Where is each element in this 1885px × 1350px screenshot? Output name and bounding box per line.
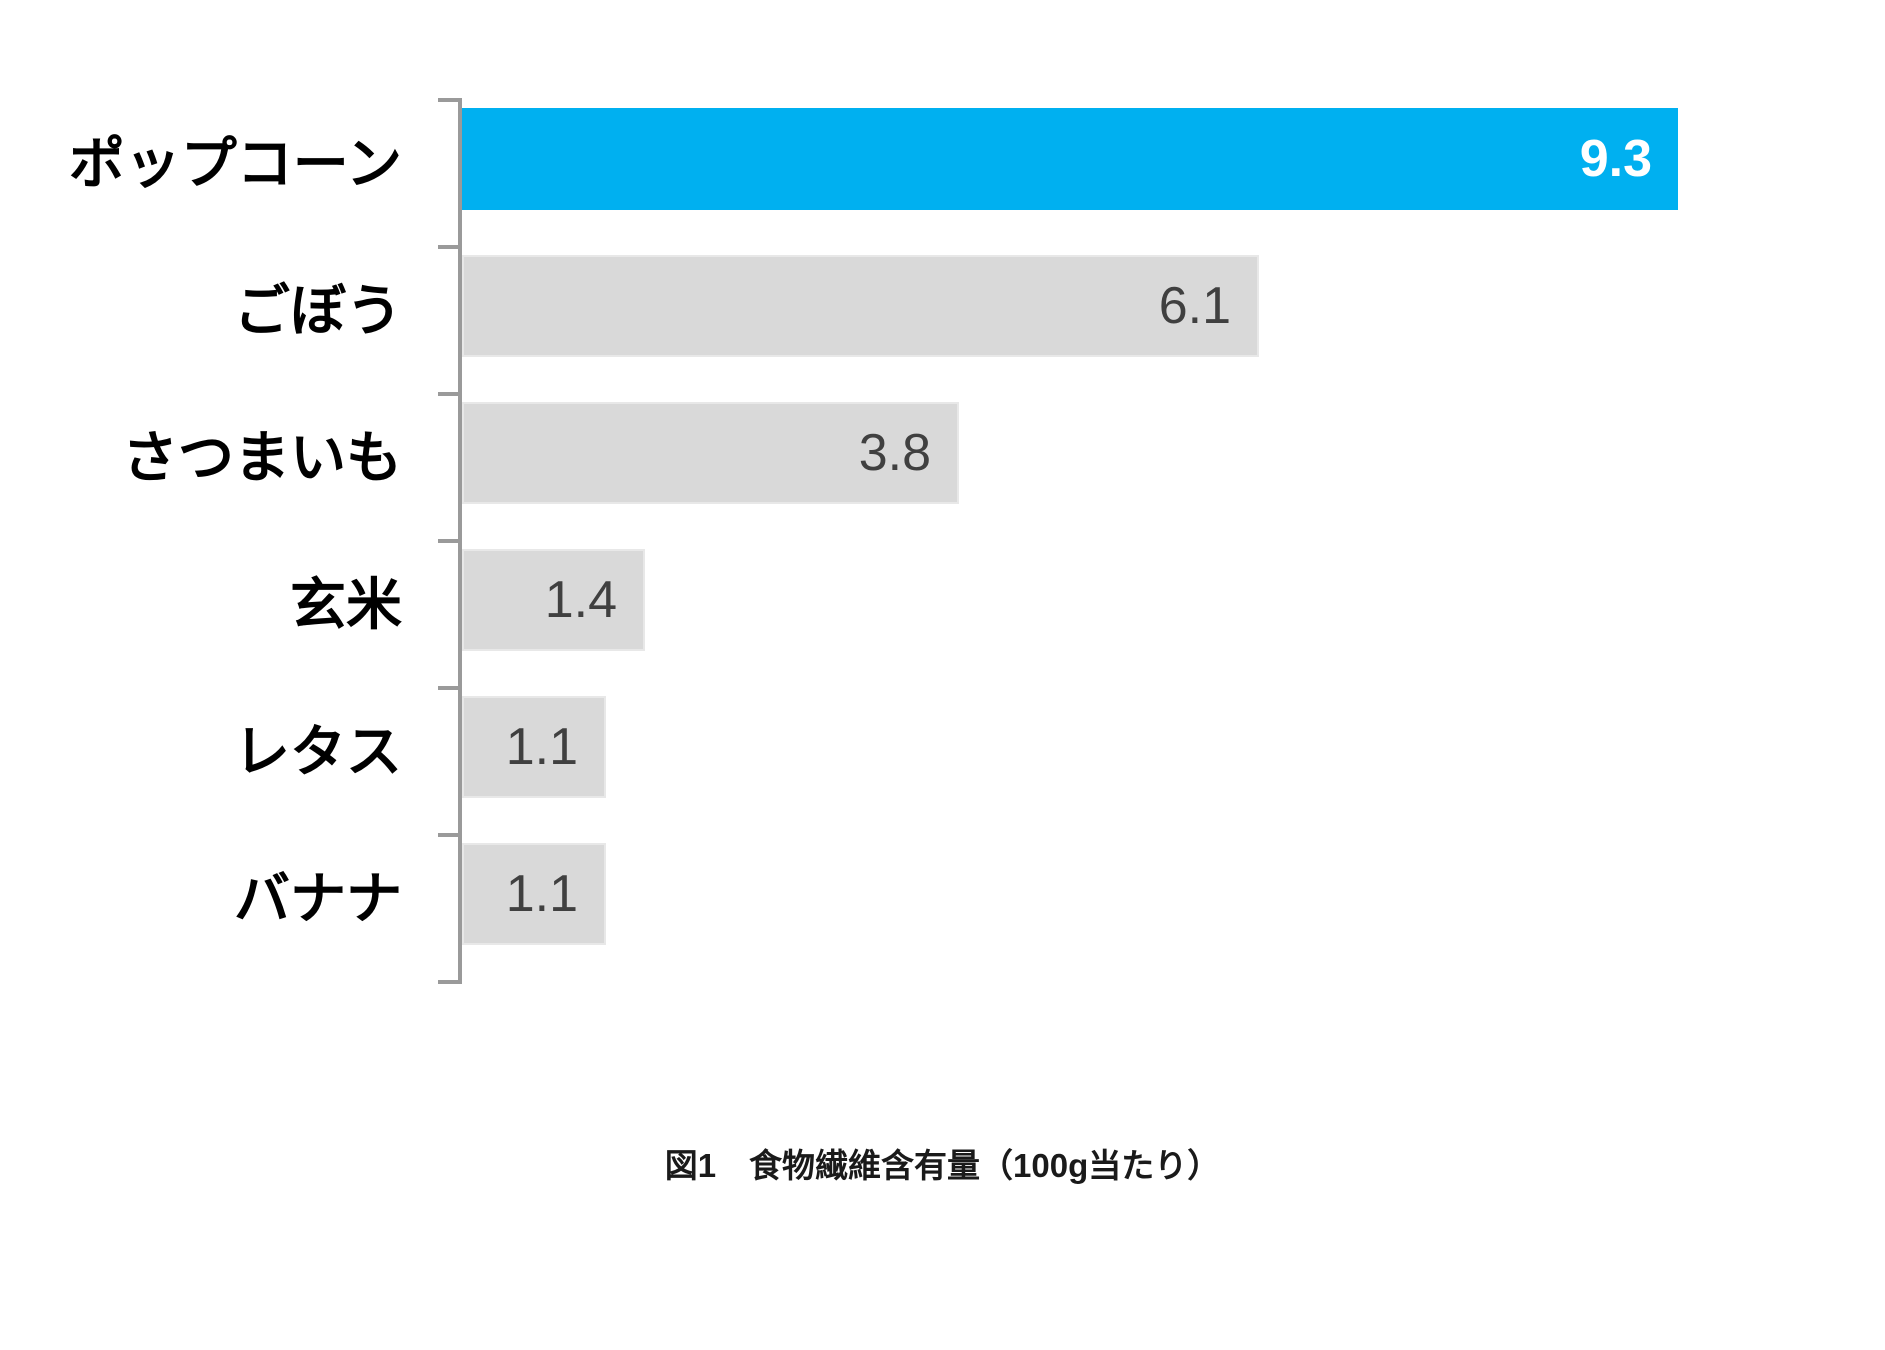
axis-tick bbox=[438, 245, 458, 249]
axis-tick bbox=[438, 98, 458, 102]
bar-value-label: 1.1 bbox=[505, 718, 578, 776]
category-label: 玄米 bbox=[290, 572, 402, 636]
bar: 1.4 bbox=[462, 549, 645, 651]
axis-tick bbox=[438, 539, 458, 543]
bar-value-label: 9.3 bbox=[1579, 130, 1652, 188]
chart-caption: 図1 食物繊維含有量（100g当たり） bbox=[664, 1147, 1221, 1184]
category-label: レタス bbox=[234, 719, 402, 783]
axis-tick bbox=[438, 980, 458, 984]
bar: 3.8 bbox=[462, 402, 959, 504]
bar-value-label: 1.1 bbox=[505, 865, 578, 923]
bar-value-label: 3.8 bbox=[858, 424, 931, 482]
bar: 1.1 bbox=[462, 696, 606, 798]
axis-tick bbox=[438, 392, 458, 396]
category-label: ポップコーン bbox=[68, 131, 402, 195]
bar: 1.1 bbox=[462, 843, 606, 945]
bar: 6.1 bbox=[462, 255, 1259, 357]
y-axis-line bbox=[458, 98, 462, 984]
category-label: バナナ bbox=[234, 866, 402, 930]
category-label: さつまいも bbox=[122, 425, 402, 489]
bar-value-label: 1.4 bbox=[544, 571, 617, 629]
axis-tick bbox=[438, 833, 458, 837]
axis-tick bbox=[438, 686, 458, 690]
bar-highlighted: 9.3 bbox=[462, 108, 1678, 210]
bar-value-label: 6.1 bbox=[1158, 277, 1231, 335]
category-label: ごぼう bbox=[234, 278, 402, 342]
